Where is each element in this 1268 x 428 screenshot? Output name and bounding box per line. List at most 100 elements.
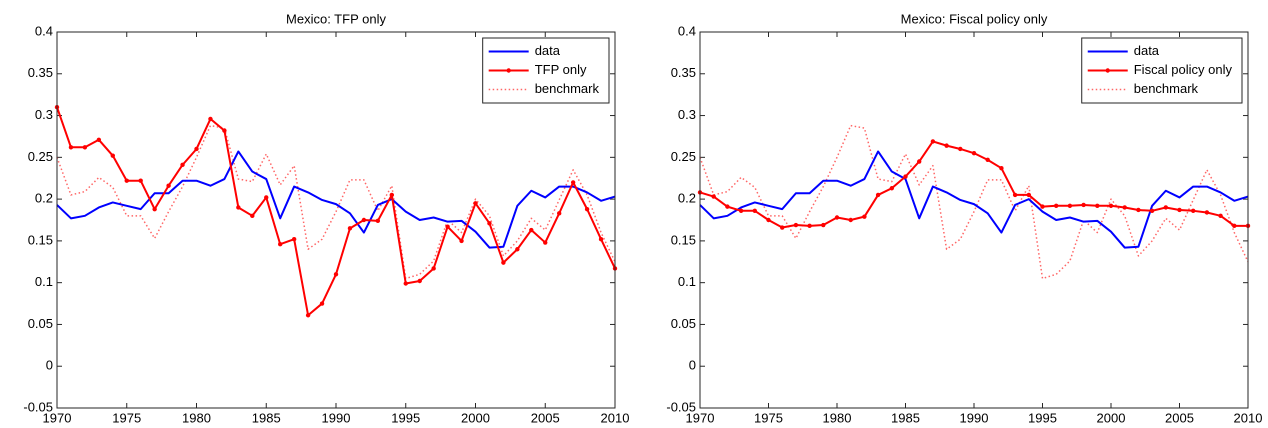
chart-title: Mexico: Fiscal policy only bbox=[901, 11, 1048, 26]
point bbox=[445, 224, 450, 229]
legend-label: benchmark bbox=[1134, 81, 1199, 96]
point bbox=[752, 208, 757, 214]
point bbox=[236, 205, 241, 210]
point bbox=[557, 211, 562, 216]
point bbox=[319, 301, 325, 306]
y-tick-label: 0.35 bbox=[28, 65, 53, 80]
y-tick-label: 0 bbox=[46, 358, 53, 373]
point bbox=[725, 204, 730, 209]
point bbox=[389, 192, 394, 198]
legend-label: benchmark bbox=[535, 81, 600, 96]
axes-box bbox=[699, 31, 1249, 409]
subplot: Mexico: TFP only -0.05 0 0.05 0.1 0.15 0.2 0.25… bbox=[23, 11, 629, 425]
point bbox=[1026, 192, 1032, 198]
point bbox=[793, 222, 799, 228]
point bbox=[110, 153, 116, 158]
point bbox=[1122, 205, 1127, 210]
axes-box bbox=[56, 31, 616, 409]
x-tick-label: 2010 bbox=[601, 410, 630, 425]
x-tick-label: 1985 bbox=[252, 410, 281, 425]
point bbox=[1163, 205, 1169, 210]
y-tick-label: 0.05 bbox=[28, 316, 53, 331]
point bbox=[862, 214, 867, 219]
point bbox=[68, 145, 74, 150]
point bbox=[333, 272, 339, 277]
x-tick-label: 1990 bbox=[960, 410, 989, 425]
x-tick-label: 1995 bbox=[391, 410, 420, 425]
legend-marker bbox=[1105, 68, 1110, 73]
point bbox=[459, 238, 464, 244]
point bbox=[1040, 204, 1045, 209]
x-tick-label: 1970 bbox=[43, 410, 72, 425]
point bbox=[305, 313, 311, 318]
point bbox=[766, 217, 771, 223]
point bbox=[124, 178, 129, 183]
y-tick-label: -0.05 bbox=[666, 399, 696, 414]
x-tick-label: 2005 bbox=[1165, 410, 1194, 425]
point bbox=[1177, 207, 1182, 213]
point bbox=[208, 116, 213, 122]
y-tick-label: 0.15 bbox=[28, 232, 53, 247]
point bbox=[1191, 208, 1196, 214]
point bbox=[1054, 203, 1059, 208]
x-tick-label: 1990 bbox=[322, 410, 351, 425]
point bbox=[1081, 202, 1086, 208]
point bbox=[222, 128, 227, 133]
point bbox=[780, 225, 785, 230]
point bbox=[971, 150, 977, 156]
point bbox=[903, 174, 908, 179]
point bbox=[250, 213, 255, 219]
x-tick-label: 1980 bbox=[182, 410, 211, 425]
point bbox=[584, 206, 590, 212]
x-tick-label: 2000 bbox=[461, 410, 490, 425]
point bbox=[889, 186, 894, 191]
y-tick-label: 0 bbox=[689, 358, 696, 373]
y-tick-label: 0.25 bbox=[671, 149, 696, 164]
point bbox=[138, 178, 143, 183]
point bbox=[82, 145, 88, 150]
point bbox=[1218, 213, 1223, 219]
x-tick-label: 1995 bbox=[1028, 410, 1057, 425]
point bbox=[834, 215, 840, 220]
point bbox=[711, 194, 716, 199]
point bbox=[1232, 223, 1237, 229]
x-tick-label: 1975 bbox=[112, 410, 141, 425]
point bbox=[958, 146, 963, 152]
y-tick-label: 0.05 bbox=[671, 316, 696, 331]
subplot: Mexico: Fiscal policy only -0.05 0 0.05 0.1 0… bbox=[666, 11, 1262, 425]
point bbox=[1095, 203, 1100, 208]
series-line bbox=[56, 124, 616, 280]
point bbox=[375, 218, 381, 224]
x-tick-label: 1985 bbox=[891, 410, 920, 425]
y-tick-label: 0.15 bbox=[671, 232, 696, 247]
x-tick-label: 2000 bbox=[1097, 410, 1126, 425]
point bbox=[821, 222, 826, 228]
legend: data TFP only benchmark bbox=[482, 37, 610, 104]
point bbox=[944, 143, 949, 148]
y-tick-label: 0.25 bbox=[28, 149, 53, 164]
point bbox=[1136, 207, 1141, 213]
point bbox=[278, 242, 283, 247]
chart-title: Mexico: TFP only bbox=[286, 11, 386, 26]
legend-label: TFP only bbox=[535, 62, 587, 77]
point bbox=[152, 206, 157, 212]
point bbox=[1067, 203, 1073, 208]
legend-marker bbox=[506, 68, 511, 73]
point bbox=[291, 237, 297, 242]
y-tick-label: 0.1 bbox=[678, 274, 696, 289]
point bbox=[96, 137, 102, 142]
point bbox=[403, 281, 408, 286]
point bbox=[431, 266, 436, 271]
point bbox=[417, 278, 422, 284]
point bbox=[930, 139, 936, 144]
point bbox=[180, 162, 185, 168]
point bbox=[1108, 203, 1114, 208]
legend-label: data bbox=[535, 43, 561, 58]
y-tick-label: -0.05 bbox=[23, 399, 53, 414]
point bbox=[875, 192, 881, 198]
point bbox=[1149, 208, 1155, 214]
legend-label: Fiscal policy only bbox=[1134, 62, 1233, 77]
point bbox=[543, 240, 548, 245]
y-tick-label: 0.4 bbox=[678, 23, 696, 38]
